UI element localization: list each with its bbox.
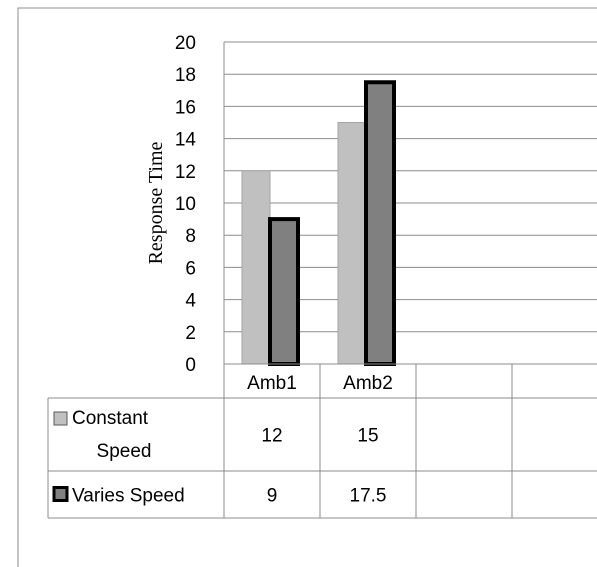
y-tick-label: 0 xyxy=(185,355,196,376)
y-tick-label: 20 xyxy=(175,33,196,54)
y-tick-label: 2 xyxy=(185,323,196,344)
chart-area-border xyxy=(17,7,597,567)
series-label: Speed xyxy=(97,441,152,462)
data-label: 12 xyxy=(261,426,282,447)
y-tick-label: 16 xyxy=(175,97,196,118)
data-label: 9 xyxy=(267,486,278,507)
category-label: Amb2 xyxy=(343,373,393,394)
data-label: 17.5 xyxy=(350,486,387,507)
y-tick-label: 10 xyxy=(175,194,196,215)
bar-constant-speed-amb2 xyxy=(337,122,367,365)
bar-constant-speed-amb1 xyxy=(241,170,271,365)
y-tick-label: 4 xyxy=(185,291,196,312)
bar-varies-speed-amb2 xyxy=(364,80,396,366)
y-tick-label: 12 xyxy=(175,162,196,183)
bar-varies-speed-amb1 xyxy=(268,217,300,366)
data-table: Amb1 Amb2 Constant Speed 12 15 Varies Speed 9 17… xyxy=(47,363,597,519)
legend-key xyxy=(52,486,69,502)
y-tick-label: 14 xyxy=(175,130,197,151)
series-label: Varies Speed xyxy=(72,486,185,507)
y-tick-label: 8 xyxy=(185,226,196,247)
category-label: Amb1 xyxy=(247,373,297,394)
y-axis-ticks: 0 2 4 6 8 10 12 14 16 18 20 xyxy=(175,33,197,376)
y-tick-label: 18 xyxy=(175,65,196,86)
bars xyxy=(241,80,396,366)
y-tick-label: 6 xyxy=(185,258,196,279)
y-axis-label: Response Time xyxy=(145,141,167,264)
data-label: 15 xyxy=(357,426,378,447)
series-label: Constant xyxy=(72,408,149,429)
legend-key xyxy=(53,411,68,426)
